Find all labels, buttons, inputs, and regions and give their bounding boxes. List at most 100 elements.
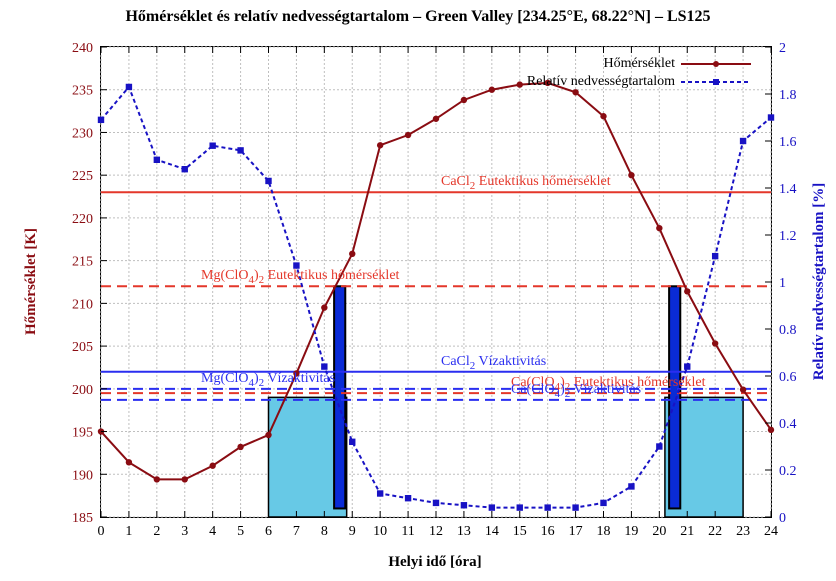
legend-item-rh: Relatív nedvességtartalom [527,73,751,91]
xtick: 5 [237,524,244,539]
point-temp [740,386,746,392]
legend-label-rh: Relatív nedvességtartalom [527,74,675,90]
point-rh [433,500,439,506]
point-rh [489,504,495,510]
y2tick: 1.4 [779,182,797,197]
y1tick: 230 [72,126,93,141]
y-left-label: Hőmérséklet [K] [22,46,42,516]
point-temp [489,87,495,93]
y1tick: 235 [72,84,93,99]
point-temp [461,97,467,103]
xtick: 23 [736,524,750,539]
point-rh [684,363,690,369]
legend-swatch-rh [681,75,751,89]
xtick: 21 [680,524,694,539]
xtick: 4 [209,524,216,539]
point-rh [237,147,243,153]
y1tick: 220 [72,212,93,227]
y2tick: 2 [779,41,786,56]
y2tick: 0.8 [779,323,797,338]
xtick: 15 [513,524,527,539]
xtick: 19 [624,524,638,539]
xtick: 17 [569,524,583,539]
xtick: 9 [349,524,356,539]
point-temp [712,340,718,346]
point-temp [209,463,215,469]
point-rh [98,117,104,123]
legend: Hőmérséklet Relatív nedvességtartalom [527,55,751,91]
chart-title: Hőmérséklet és relatív nedvességtartalom… [0,8,836,26]
point-temp [768,427,774,433]
xtick: 11 [401,524,414,539]
point-rh [572,504,578,510]
y1tick: 225 [72,169,93,184]
point-rh [154,157,160,163]
point-rh [517,504,523,510]
y1tick: 200 [72,383,93,398]
xtick: 13 [457,524,471,539]
ref-label-cacl2_eutectic: CaCl2 Eutektikus hőmérséklet [441,174,611,192]
point-rh [209,143,215,149]
point-rh [712,253,718,259]
point-rh [405,495,411,501]
xtick: 24 [764,524,778,539]
xtick: 6 [265,524,272,539]
xtick: 16 [541,524,555,539]
point-rh [628,483,634,489]
ref-label-mgclo4_act: Mg(ClO4)2 Vízaktivitás [201,371,335,389]
point-temp [433,116,439,122]
bar-1 [669,286,680,508]
xtick: 7 [293,524,300,539]
point-temp [349,251,355,257]
point-temp [517,81,523,87]
y1tick: 185 [72,511,93,526]
y2tick: 1.8 [779,88,797,103]
y2tick: 0.4 [779,417,797,432]
point-temp [237,444,243,450]
y1tick: 190 [72,468,93,483]
xtick: 3 [181,524,188,539]
point-rh [377,490,383,496]
point-rh [461,502,467,508]
point-temp [265,432,271,438]
x-label: Helyi idő [óra] [100,554,770,571]
point-temp [182,476,188,482]
legend-swatch-temp [681,57,751,71]
xtick: 20 [652,524,666,539]
y2tick: 0 [779,511,786,526]
xtick: 2 [153,524,160,539]
point-rh [182,166,188,172]
ref-label-mgclo4_eutectic: Mg(ClO4)2 Eutektikus hőmérséklet [201,268,399,286]
point-rh [126,84,132,90]
y1tick: 240 [72,41,93,56]
ref-label-cacl2_act: CaCl2 Vízaktivitás [441,354,546,372]
point-rh [321,363,327,369]
plot-area: 0123456789101112131415161718192021222324… [100,46,772,518]
point-temp [321,304,327,310]
point-rh [768,114,774,120]
ref-label-caclo4_act: Ca(ClO4)2 Vízaktivitás [511,382,641,400]
y1tick: 195 [72,426,93,441]
legend-item-temp: Hőmérséklet [527,55,751,73]
xtick: 14 [485,524,499,539]
point-temp [405,132,411,138]
point-rh [740,138,746,144]
point-temp [684,288,690,294]
xtick: 8 [321,524,328,539]
y2tick: 1.6 [779,135,797,150]
point-temp [126,459,132,465]
y2tick: 1.2 [779,229,797,244]
point-temp [154,476,160,482]
point-rh [544,504,550,510]
y2tick: 0.6 [779,370,797,385]
point-temp [377,142,383,148]
point-rh [656,443,662,449]
xtick: 12 [429,524,443,539]
xtick: 10 [373,524,387,539]
xtick: 18 [597,524,611,539]
y1tick: 210 [72,297,93,312]
point-rh [600,500,606,506]
y1tick: 215 [72,255,93,270]
point-temp [628,172,634,178]
point-rh [265,178,271,184]
